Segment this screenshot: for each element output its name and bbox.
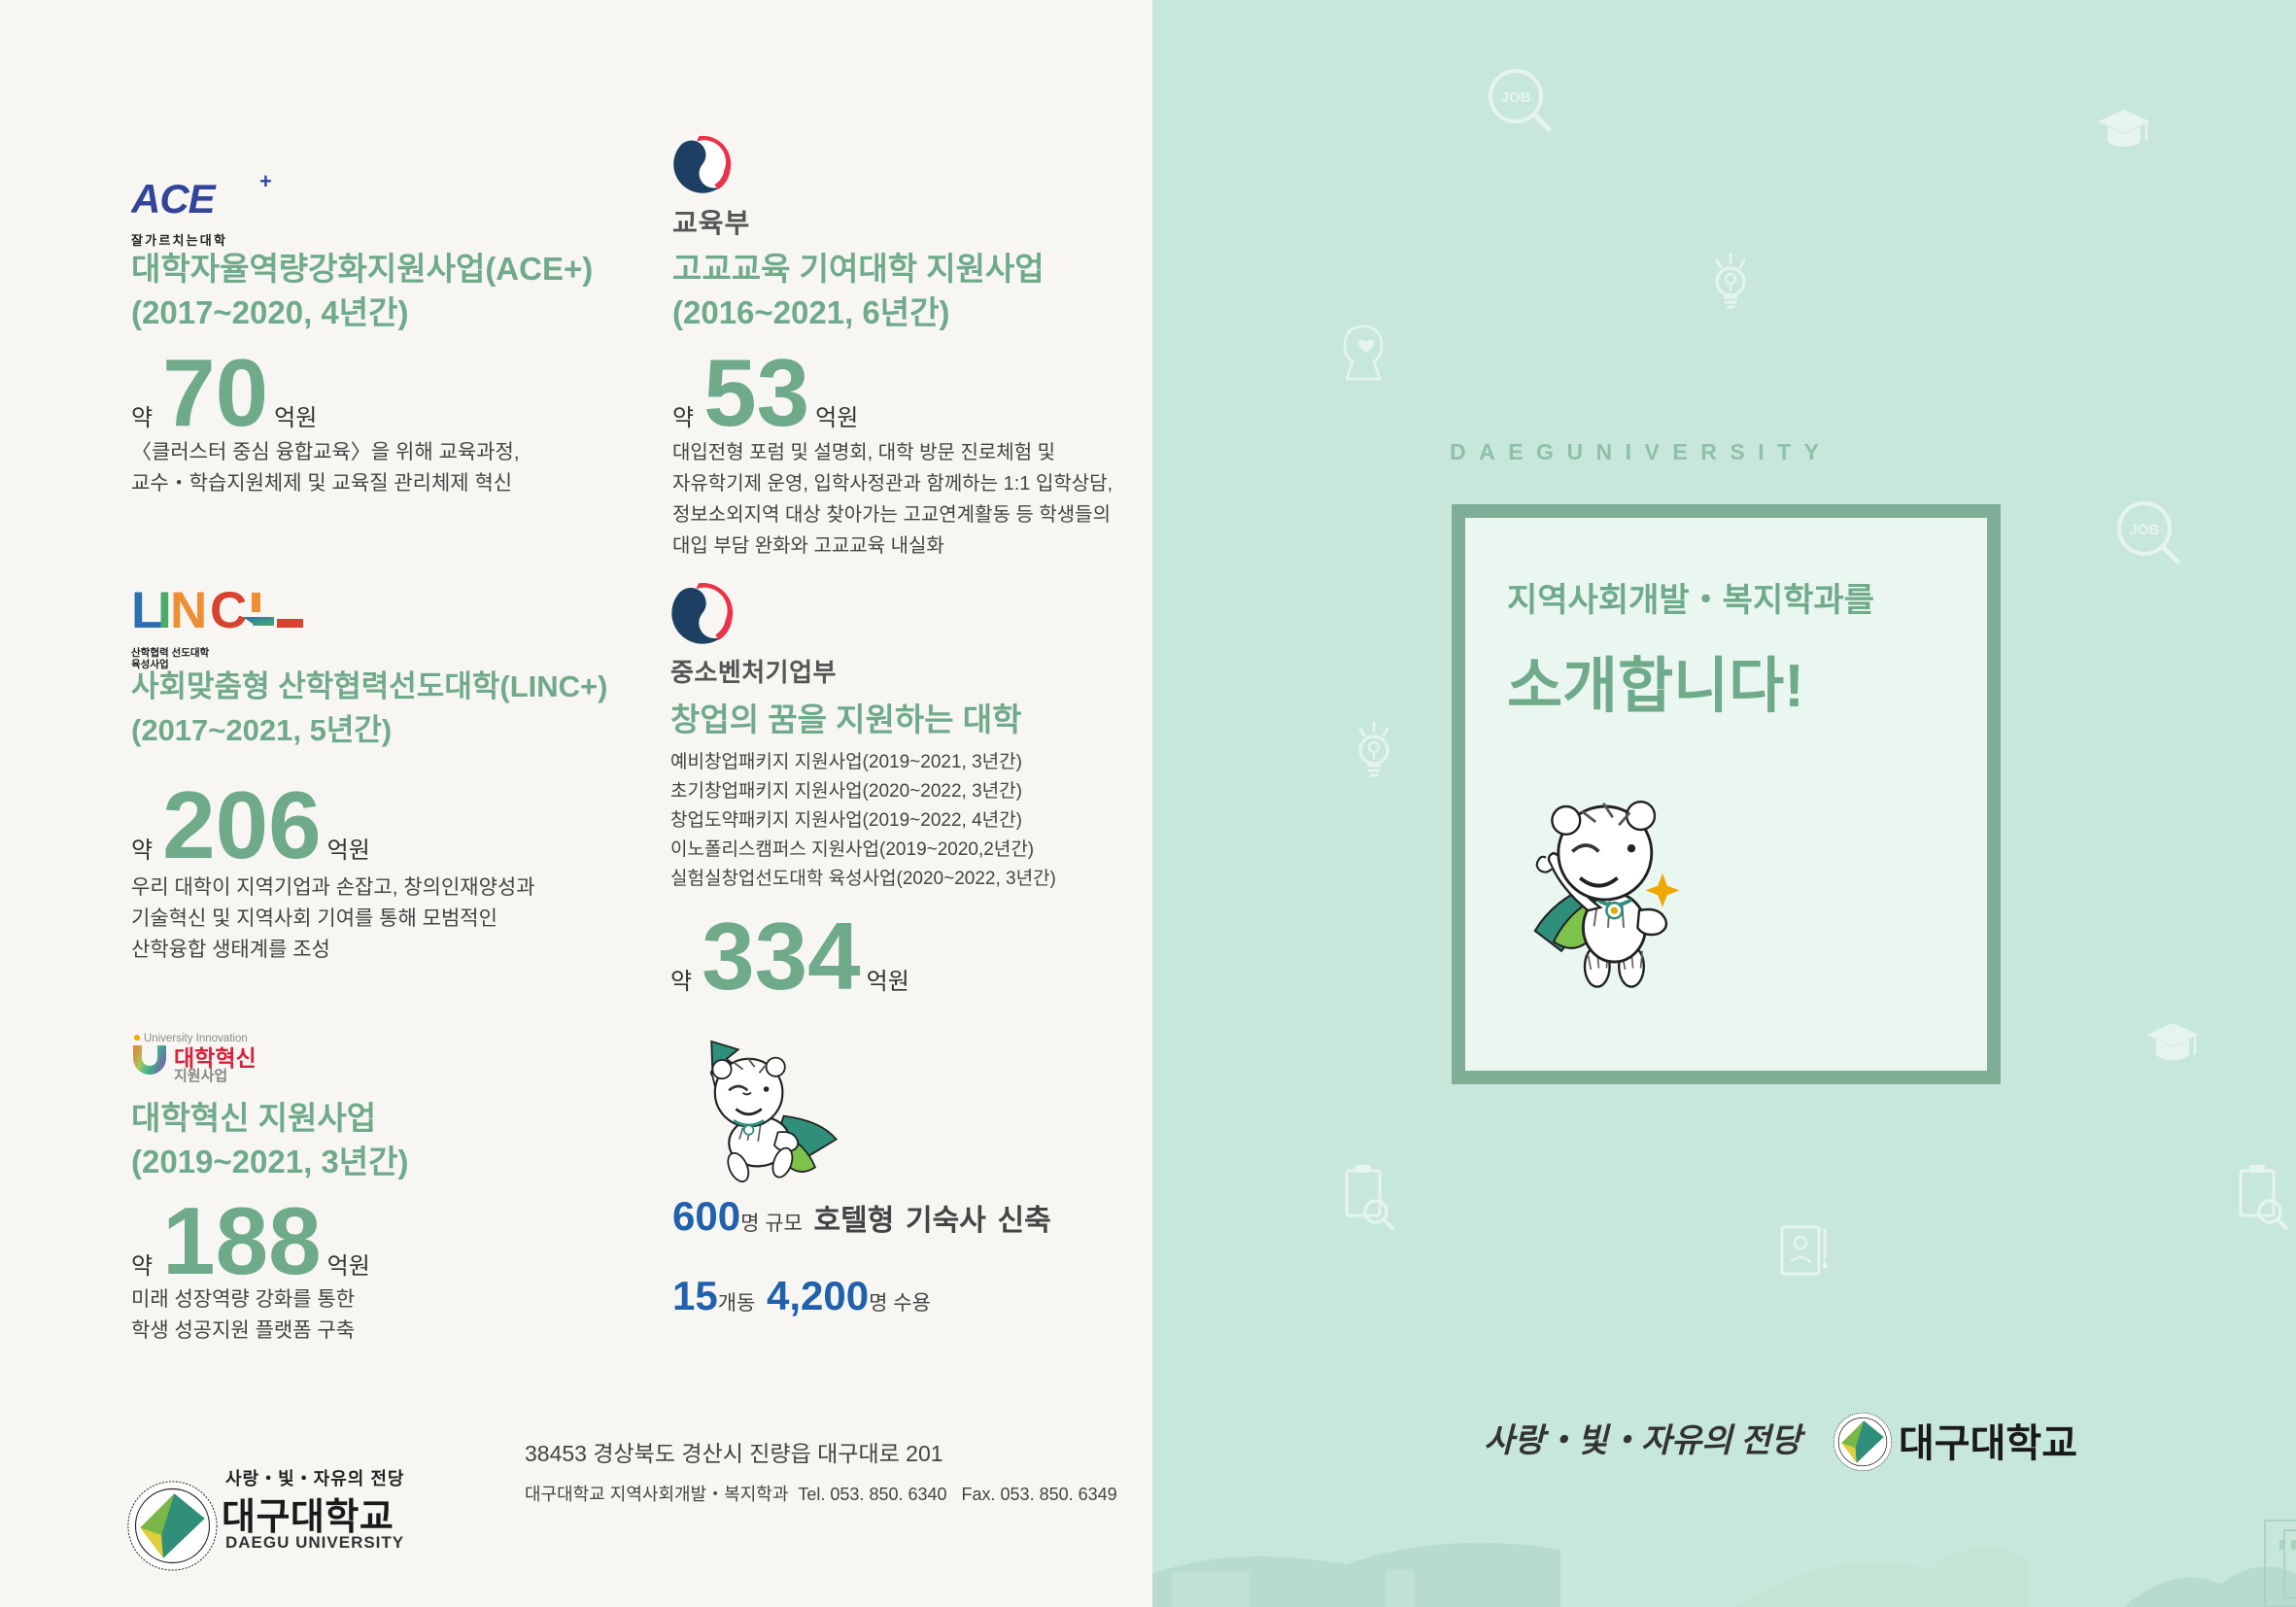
svg-text:N: N	[170, 582, 207, 639]
svg-text:JOB: JOB	[2130, 522, 2160, 538]
svg-text:JOB: JOB	[1501, 89, 1531, 106]
svg-text:ACE: ACE	[131, 176, 218, 222]
svg-text:지원사업: 지원사업	[174, 1068, 227, 1082]
svg-text:University Innovation: University Innovation	[144, 1033, 248, 1044]
svg-text:C: C	[210, 582, 247, 639]
svg-text:+: +	[259, 175, 272, 193]
